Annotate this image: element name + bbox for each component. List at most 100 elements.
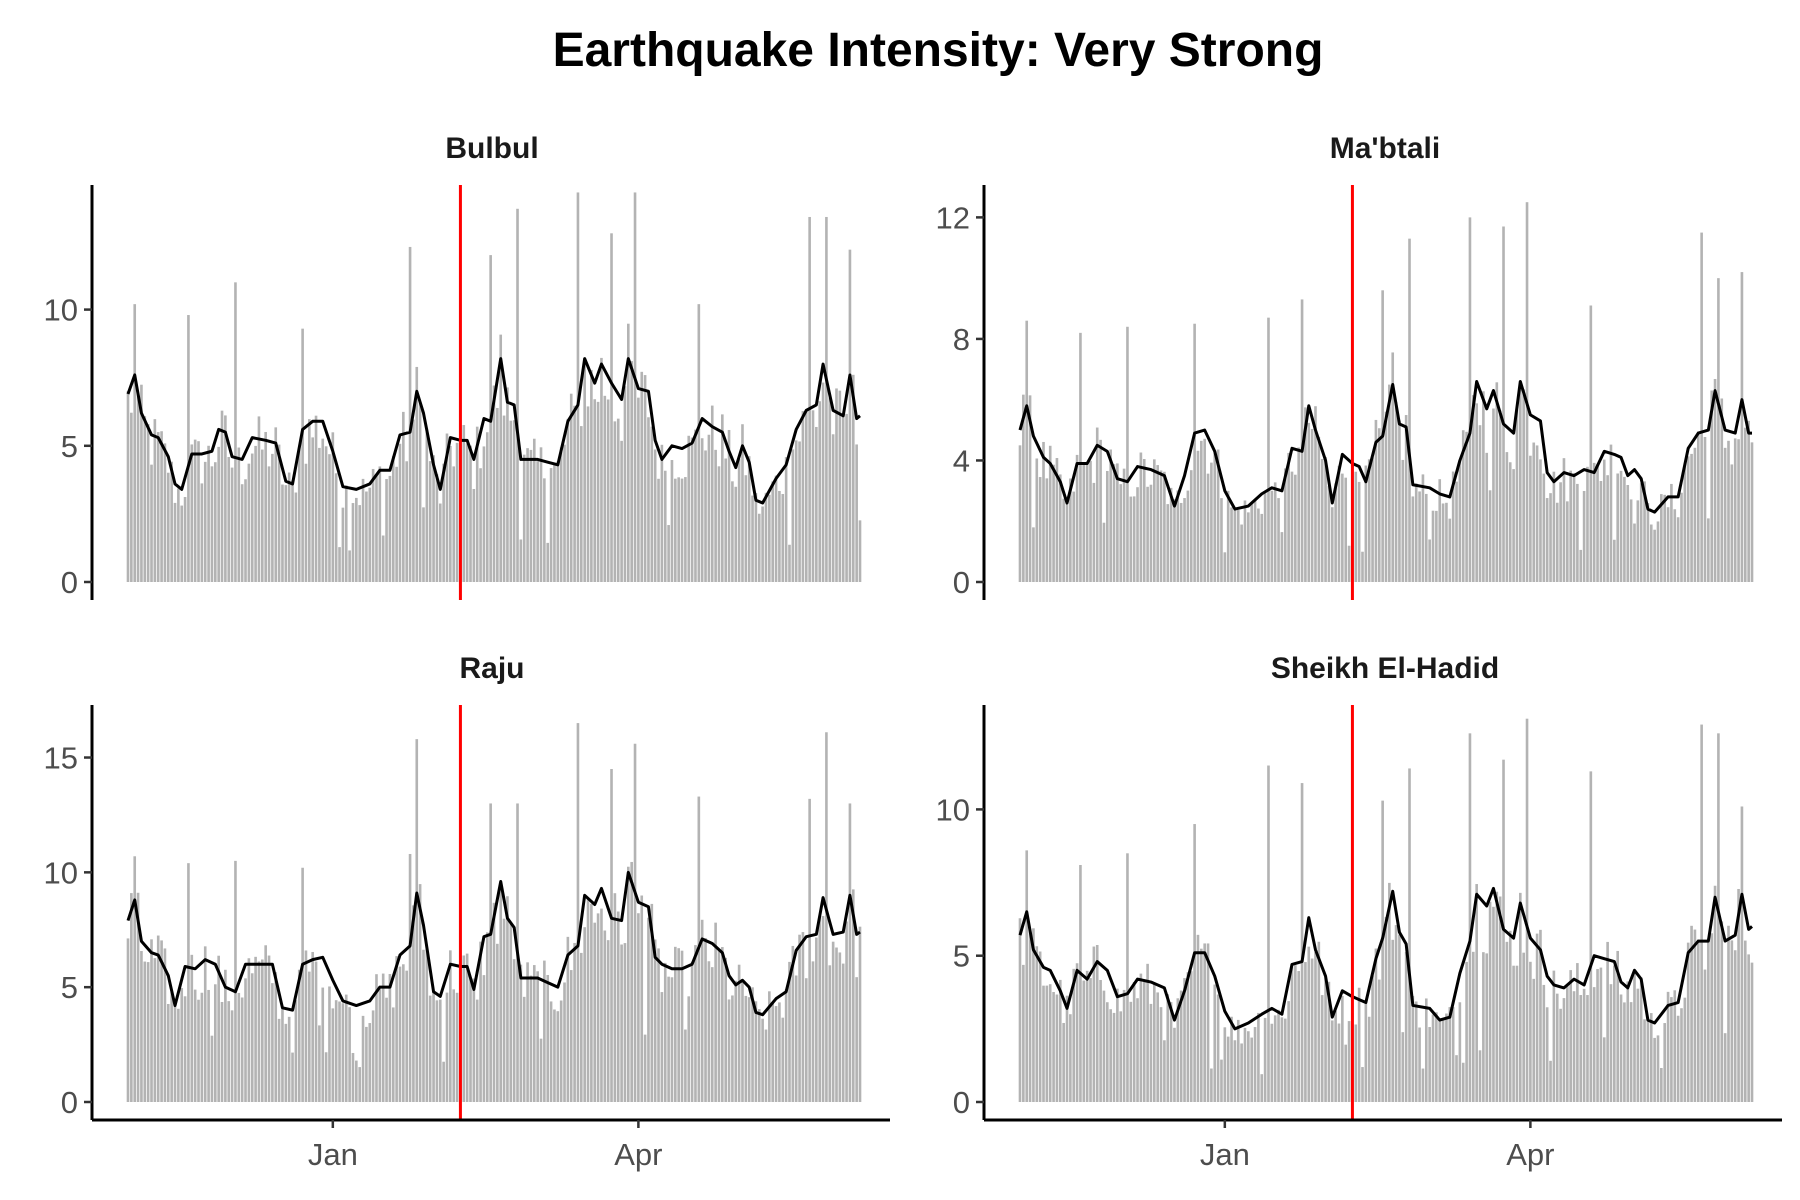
bar (1562, 458, 1566, 582)
bar (422, 507, 425, 582)
bar (1431, 1014, 1435, 1102)
bar (1686, 942, 1690, 1102)
bar (1280, 1017, 1284, 1102)
bar (848, 803, 852, 1102)
bar (1374, 419, 1378, 582)
bar (1267, 317, 1270, 582)
bar (680, 478, 684, 582)
y-tick-label: 12 (936, 200, 970, 235)
bar (499, 334, 503, 582)
bar (328, 986, 331, 1102)
bar (606, 399, 610, 582)
bar (264, 431, 267, 582)
bar (237, 447, 241, 582)
bar (166, 1003, 170, 1102)
bar (469, 977, 472, 1102)
bar (1102, 522, 1106, 582)
bar (213, 462, 217, 582)
bar (301, 328, 304, 582)
bar (1602, 1037, 1606, 1102)
bar (1169, 1002, 1173, 1102)
bar (1576, 963, 1579, 1102)
bar (724, 957, 727, 1102)
bar (1189, 470, 1193, 582)
bar (1089, 460, 1092, 582)
bar (731, 481, 734, 582)
bar (1065, 995, 1069, 1102)
bar (281, 1008, 284, 1102)
bar (704, 450, 707, 582)
bar (794, 440, 798, 582)
bar (1136, 487, 1139, 582)
bar (1337, 465, 1341, 582)
bar (449, 446, 452, 582)
bar (539, 447, 543, 582)
bar (1606, 475, 1609, 582)
bar (452, 989, 456, 1102)
bar (1243, 500, 1247, 582)
bar (1233, 508, 1237, 582)
bar (583, 363, 586, 582)
bar (818, 401, 822, 582)
bar (334, 1000, 338, 1102)
y-tick-label: 5 (953, 939, 970, 974)
bar (1310, 958, 1314, 1102)
bar (1025, 320, 1029, 582)
bar (428, 461, 432, 582)
bar (506, 896, 509, 1102)
bar (324, 1052, 328, 1102)
bar (717, 466, 721, 582)
bar (1532, 442, 1536, 582)
bar (190, 954, 194, 1102)
bar (227, 1001, 231, 1102)
bar (1529, 455, 1532, 582)
bar (187, 863, 190, 1102)
bar (1398, 934, 1401, 1102)
bar (1364, 465, 1368, 582)
bar (603, 395, 607, 582)
bar (1394, 402, 1398, 582)
bar (1670, 483, 1673, 582)
bar (616, 911, 620, 1102)
bar (1035, 458, 1039, 582)
bar (543, 478, 546, 582)
bar (1196, 450, 1200, 582)
bar (1495, 382, 1499, 582)
y-tick-label: 15 (44, 741, 78, 776)
bar (240, 997, 244, 1102)
x-tick-label: Apr (614, 1137, 662, 1172)
bar (1720, 398, 1724, 582)
bar (220, 410, 224, 582)
bar (724, 458, 727, 582)
bar (1330, 507, 1334, 582)
bar (1032, 527, 1035, 582)
bar (1743, 427, 1747, 582)
bar (412, 905, 415, 1102)
bar (1105, 470, 1109, 582)
bar (1320, 458, 1324, 582)
bar (197, 999, 200, 1102)
bar (1354, 1024, 1358, 1102)
bar (1602, 459, 1606, 582)
bar (1220, 498, 1223, 582)
bar (1532, 978, 1536, 1102)
bar (489, 803, 492, 1102)
bar (700, 919, 704, 1102)
bar (1633, 972, 1636, 1102)
bar (1105, 1002, 1109, 1102)
bar (744, 475, 748, 582)
bar (529, 449, 533, 582)
bar (1042, 441, 1045, 582)
bar (643, 375, 647, 582)
bar (1750, 962, 1754, 1102)
bar (714, 449, 717, 582)
bar (657, 478, 660, 582)
bar (717, 948, 721, 1102)
bar (126, 391, 130, 582)
bar (835, 388, 838, 582)
bar (358, 1067, 361, 1102)
bar (1727, 440, 1730, 582)
bar (855, 444, 858, 582)
bar (1653, 529, 1656, 582)
bar (207, 989, 210, 1102)
